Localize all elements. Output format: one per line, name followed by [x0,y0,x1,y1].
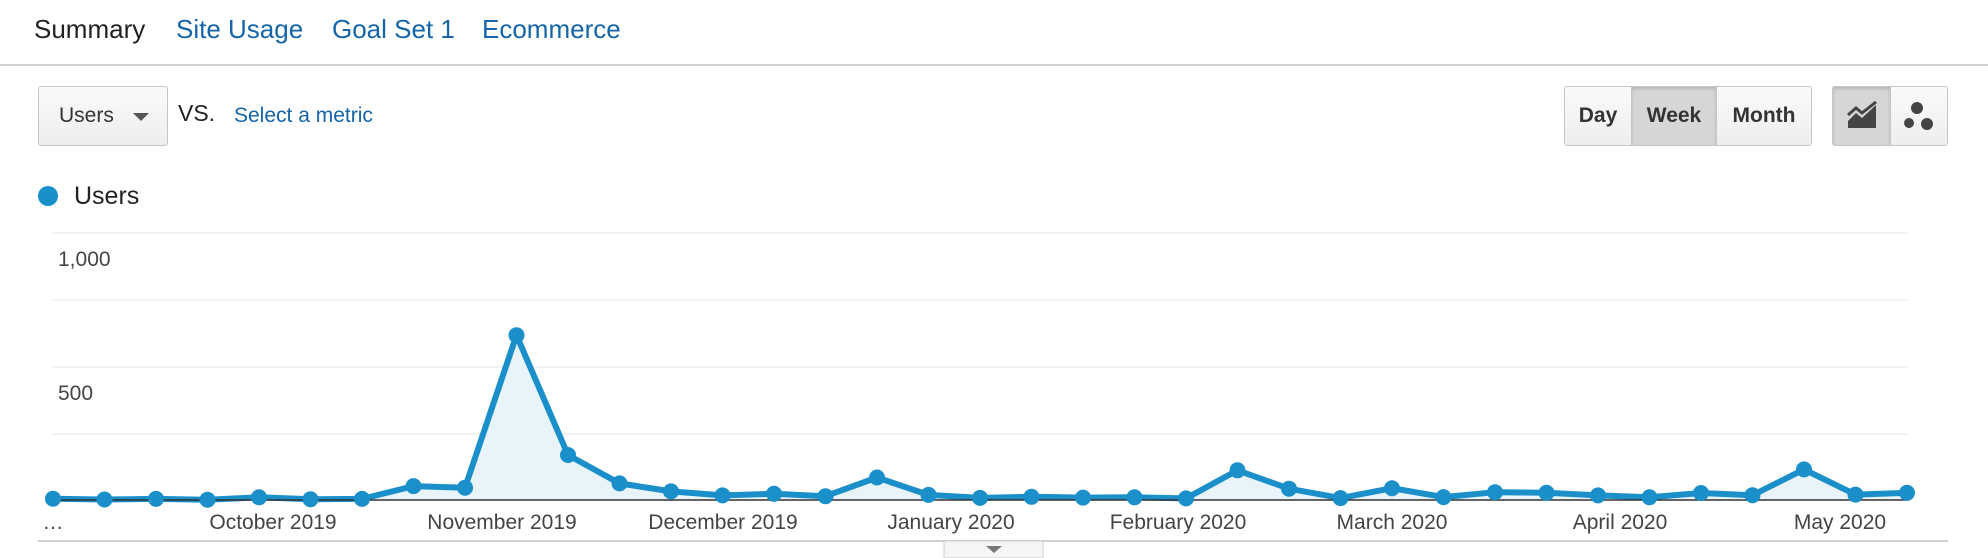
line-chart-icon [1846,101,1877,128]
data-point [1229,462,1246,479]
tab-ecommerce[interactable]: Ecommerce [482,14,621,44]
legend-label: Users [74,182,140,210]
data-point [508,327,525,344]
motion-chart-view-button[interactable] [1890,87,1947,145]
select-metric-link[interactable]: Select a metric [234,104,373,127]
data-point [457,479,473,496]
tab-summary[interactable]: Summary [34,14,146,44]
data-point [1641,489,1658,506]
data-point [663,483,679,500]
data-point [1538,484,1555,501]
caret-down-icon [986,546,1002,553]
data-point [1693,485,1709,501]
month-button[interactable]: Month [1716,87,1811,145]
tab-goal-set-1[interactable]: Goal Set 1 [332,14,455,44]
x-axis-labels: … October 2019 November 2019 December 2019 J… [43,511,1887,534]
week-button[interactable]: Week [1631,87,1716,145]
x-tick-label: April 2020 [1573,511,1668,534]
data-point [1023,488,1040,505]
data-point [1332,490,1349,507]
data-point [1435,489,1452,506]
data-point [869,469,885,486]
data-point [1590,487,1606,504]
data-point [199,491,216,508]
data-point [405,478,422,495]
data-point [302,491,319,508]
users-data-points [45,327,1915,508]
data-point [1847,486,1864,503]
chart-view-toggle [1832,86,1948,146]
data-point [1744,487,1761,504]
data-point [611,475,628,492]
period-toggle: Day Week Month [1564,86,1812,146]
y-axis-labels: 1,000 500 [58,248,111,405]
data-point [251,489,267,506]
chevron-down-icon [133,113,149,121]
data-point [1796,461,1812,478]
data-point [1126,489,1143,506]
data-point [1384,480,1400,497]
chart-resize-handle[interactable] [943,540,1044,558]
x-tick-label: … [43,511,64,534]
x-tick-label: November 2019 [427,511,576,534]
data-point [354,490,370,507]
line-chart-view-button[interactable] [1833,87,1890,145]
x-tick-label: February 2020 [1110,511,1247,534]
motion-chart-icon [1904,102,1933,130]
y-tick-label: 500 [58,382,93,405]
data-point [972,489,988,506]
y-tick-label: 1,000 [58,248,111,271]
x-tick-label: May 2020 [1794,511,1886,534]
metric-dropdown[interactable]: Users [38,86,168,146]
data-point [148,490,164,507]
data-point [817,488,834,505]
x-tick-label: October 2019 [209,511,336,534]
chart-gridlines [53,232,1907,435]
data-point [920,486,937,503]
legend-swatch [38,186,58,206]
users-line-chart: 1,000 500 … October 2019 November 2019 Decem… [38,232,1948,558]
users-series-line [52,332,1908,503]
x-tick-label: December 2019 [648,511,797,534]
data-point [96,491,113,508]
metric-dropdown-label: Users [59,104,114,127]
vs-label: VS. [178,100,216,126]
data-point [1178,490,1194,507]
data-point [1487,484,1503,501]
data-point [1281,480,1297,497]
x-tick-label: January 2020 [887,511,1014,534]
data-point [766,485,782,502]
report-tabs: Summary Site Usage Goal Set 1 Ecommerce [0,0,1988,66]
data-point [1899,484,1915,501]
users-area-fill [53,335,1907,500]
data-point [45,490,61,507]
data-point [1075,489,1091,506]
data-point [714,487,731,504]
data-point [560,447,576,463]
day-button[interactable]: Day [1578,104,1618,127]
x-tick-label: March 2020 [1337,511,1448,534]
tab-site-usage[interactable]: Site Usage [176,14,304,44]
